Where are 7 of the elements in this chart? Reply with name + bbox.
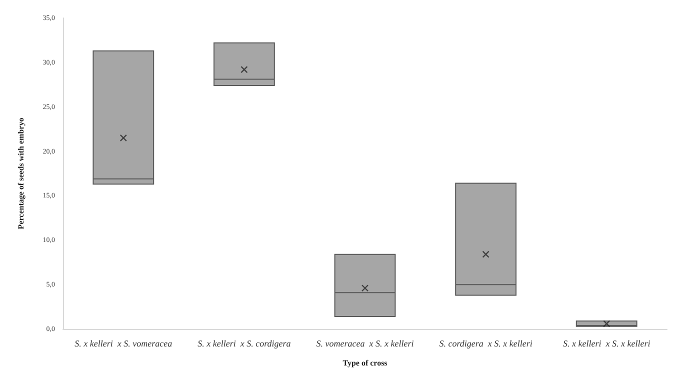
x-tick-label: S. x kelleri x S. vomeracea [74, 338, 173, 348]
x-tick-label: S. x kelleri x S. x kelleri [562, 338, 651, 348]
x-tick-label: S. vomeracea x S. x kelleri [316, 338, 414, 348]
y-axis-title: Percentage of seeds with embryo [16, 118, 26, 230]
x-tick-label: S. x kelleri x S. cordigera [198, 338, 292, 348]
x-axis-title: Type of cross [342, 358, 388, 368]
x-tick-label: S. cordigera x S. x kelleri [439, 338, 533, 348]
